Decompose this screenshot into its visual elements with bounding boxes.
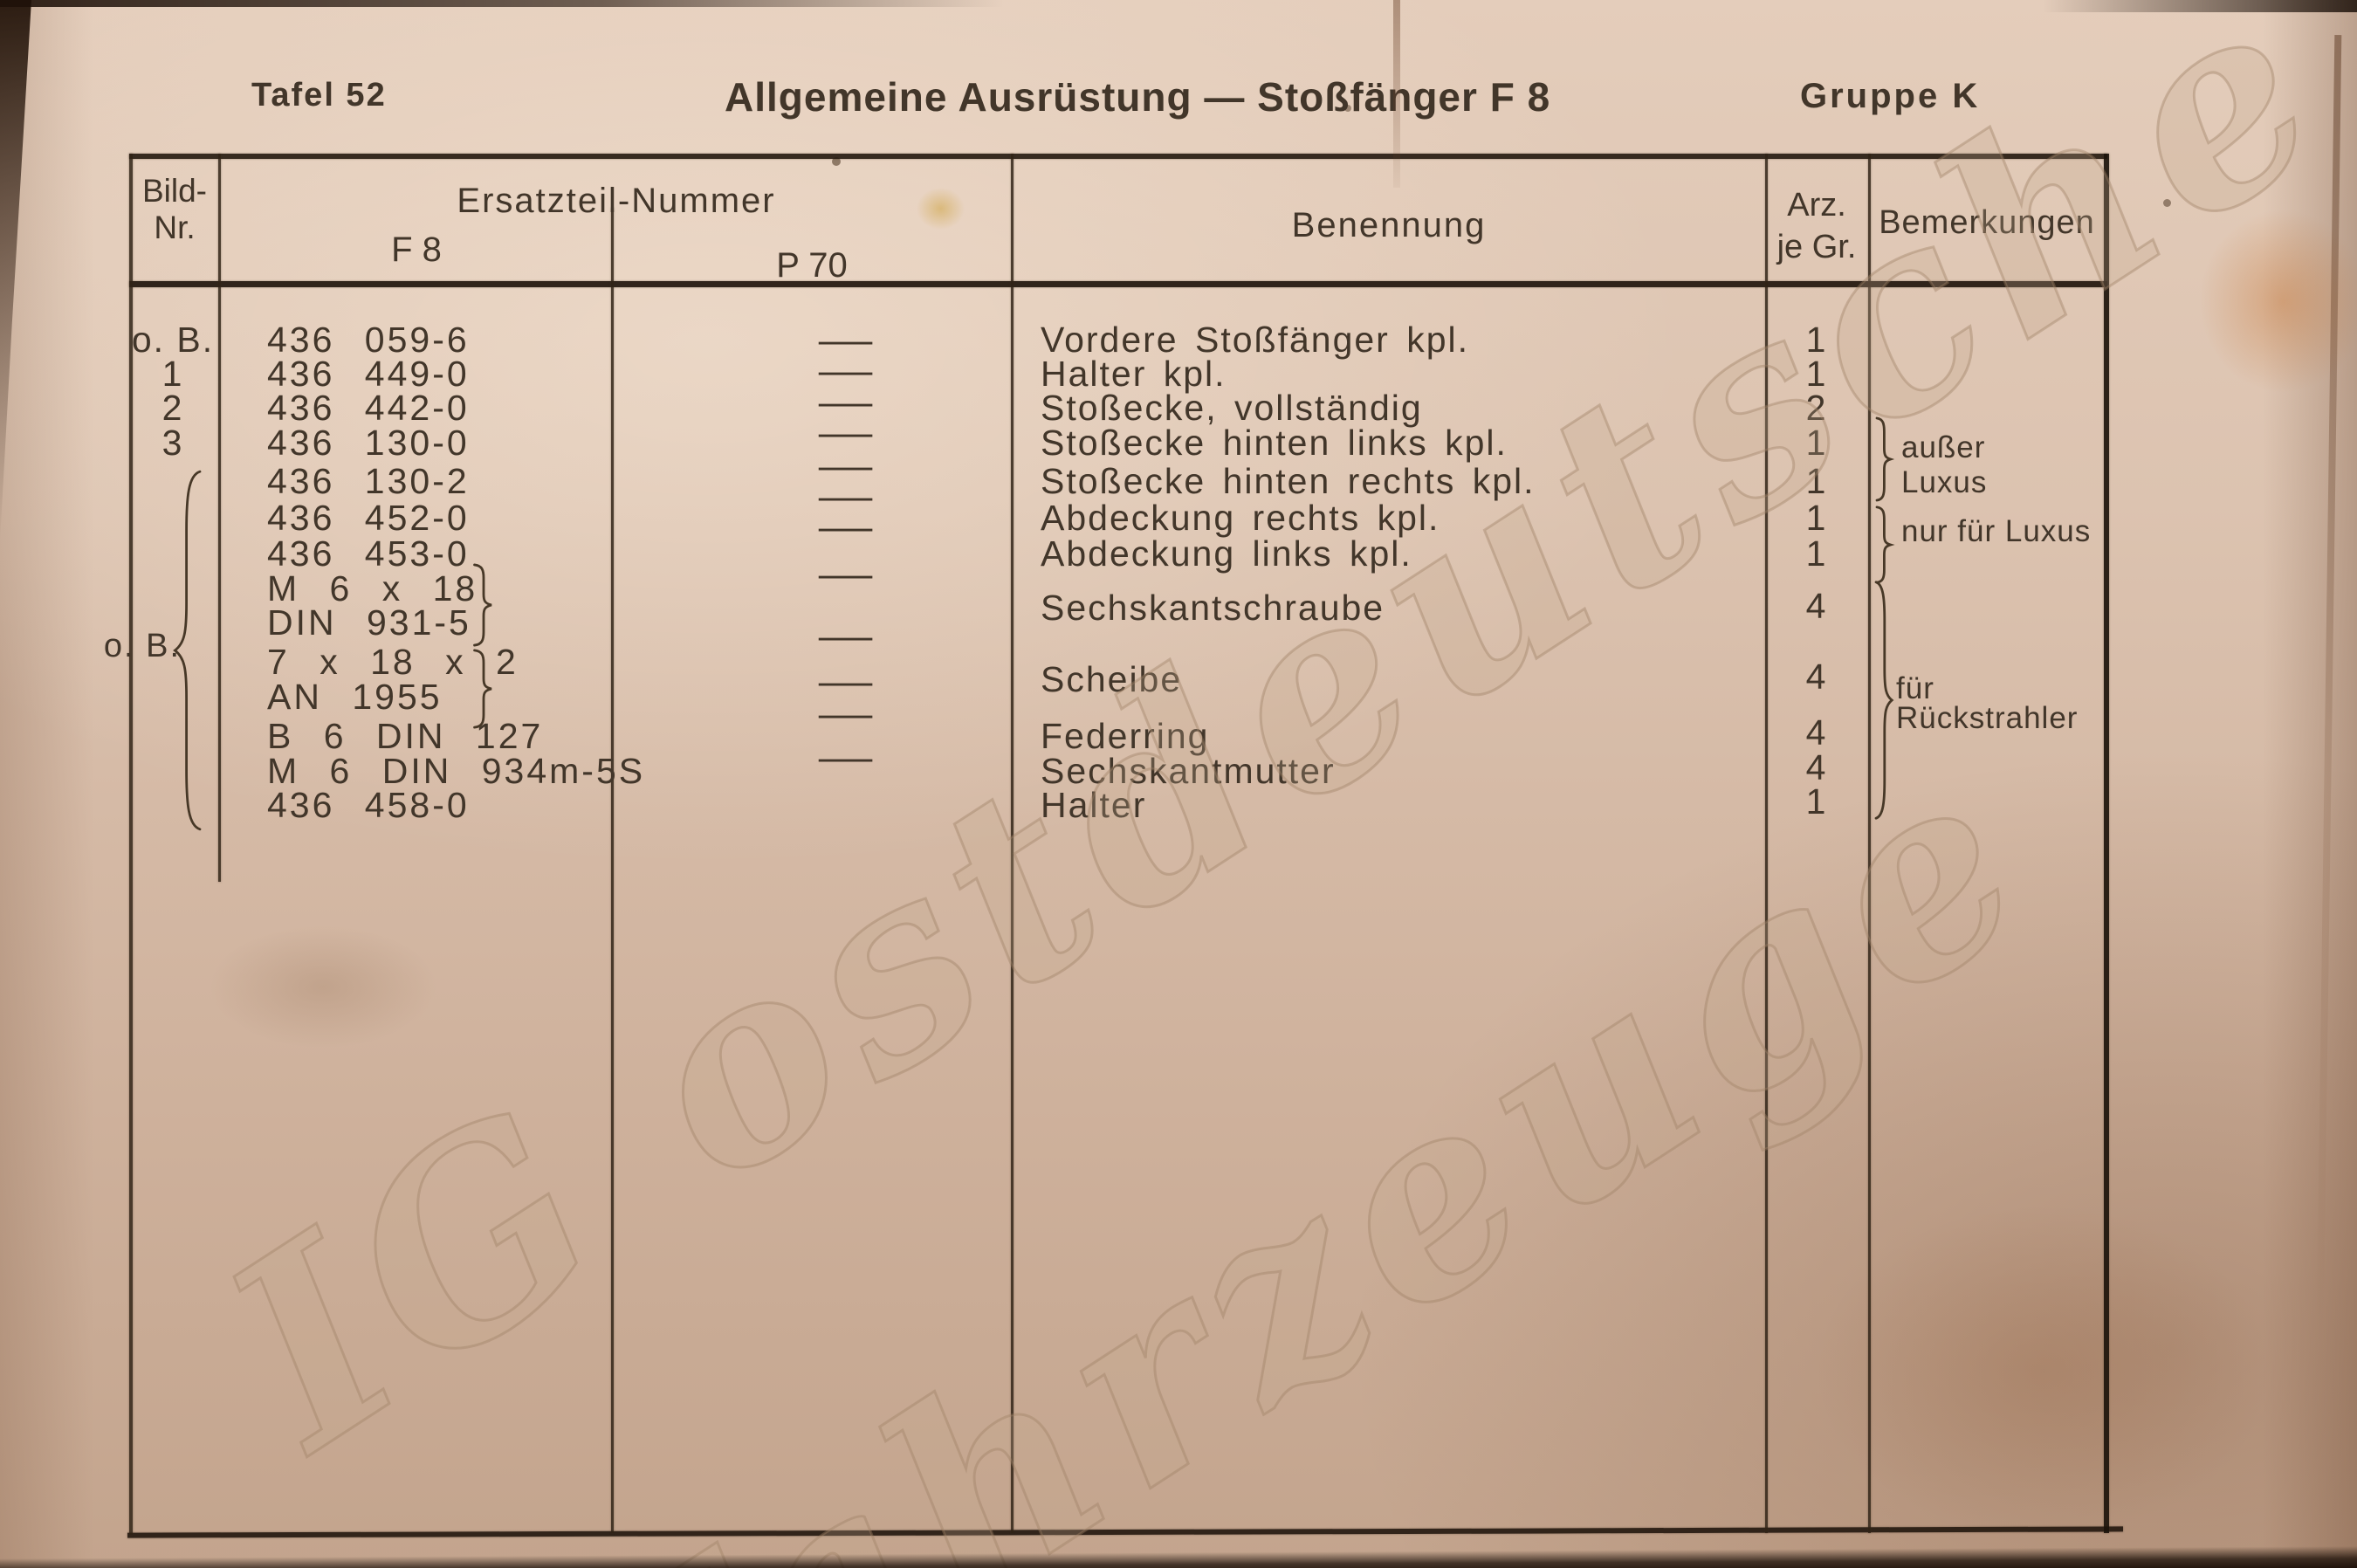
quantity: 1 [1805,781,1828,822]
quantity: 4 [1805,747,1828,787]
part-number: 436 452-0 [267,498,470,538]
watermark-text: Fahrzeuge [517,696,2085,1568]
bild-nr: 2 [161,388,184,428]
paper-crease-right [2316,35,2342,1327]
part-description: Vordere Stoßfänger kpl. [1041,320,1470,360]
part-number: 436 453-0 [267,533,470,574]
table-border-bottom [127,1526,2124,1538]
paper-speck [2163,199,2171,207]
brace-ohne-bild-group [171,468,210,833]
part-number: 436 130-0 [267,423,470,463]
part-description: Stoßecke hinten rechts kpl. [1041,461,1536,501]
quantity: 1 [1805,354,1828,394]
quantity: 1 [1805,461,1828,501]
bild-nr-group-label: o. B. [103,628,182,664]
column-header-arz: Arz. [1787,187,1846,224]
part-description: Abdeckung rechts kpl. [1041,498,1440,538]
p70-dash: — [818,615,876,657]
bild-nr: o. B. [131,320,215,360]
plate-number: Tafel 52 [251,77,387,113]
quantity: 2 [1805,388,1828,428]
p70-dash: — [818,319,876,361]
scan-edge-top-right [2043,0,2357,12]
table-border-left [129,154,133,1535]
part-number: B 6 DIN 127 [267,716,544,756]
p70-dash: — [818,411,876,454]
part-number: 436 130-2 [267,461,470,501]
remark: für [1896,671,1934,705]
column-line-benennung-arz [1765,154,1768,1533]
part-description: Federring [1041,716,1210,756]
part-number: M 6 DIN 934m-5S [267,751,646,791]
brace-fuer-rueckstrahler [1870,580,1894,821]
part-description: Halter kpl. [1041,354,1227,394]
column-header-ersatzteil-nummer: Ersatzteil-Nummer [457,182,776,220]
remark: Luxus [1901,465,1988,499]
quantity: 4 [1805,657,1828,697]
column-line-f8-p70 [611,208,614,1533]
p70-dash: — [818,660,876,703]
quantity: 1 [1805,533,1828,574]
column-line-p70-benennung [1011,154,1014,1533]
part-number: 436 458-0 [267,785,470,825]
table-border-right [2104,154,2109,1533]
column-header-bemerkungen: Bemerkungen [1879,204,2095,241]
column-header-p70: P 70 [776,246,848,285]
p70-dash: — [818,444,876,487]
quantity: 4 [1805,586,1828,626]
bild-nr: 1 [161,354,184,394]
bild-nr: 3 [161,423,184,463]
column-header-je-gr: je Gr. [1776,229,1857,265]
p70-dash: — [818,736,876,779]
column-header-bild: Bild- [141,173,208,209]
part-number: M 6 x 18 [267,568,478,609]
part-number: DIN 931-5 [267,602,471,643]
table-border-top [129,154,2107,159]
page-title: Allgemeine Ausrüstung — Stoßfänger F 8 [725,74,1551,120]
quantity: 1 [1805,423,1828,463]
part-description: Halter [1041,785,1147,825]
part-number: 436 442-0 [267,388,470,428]
quantity: 1 [1805,320,1828,360]
p70-dash: — [818,505,876,548]
part-description: Abdeckung links kpl. [1041,533,1412,574]
brace-nur-fuer-luxus [1872,506,1893,583]
group-label: Gruppe K [1800,77,1981,115]
part-description: Scheibe [1041,659,1183,699]
column-line-arz-bemerkungen [1868,154,1871,1533]
p70-dash: — [818,381,876,423]
remark: außer [1901,430,1986,464]
p70-dash: — [818,553,876,595]
paper-stain [2200,210,2357,393]
scan-edge-top [0,0,1004,7]
p70-dash: — [818,692,876,735]
column-header-bild-nr: Nr. [154,210,196,245]
p70-dash: — [818,475,876,518]
part-number: AN 1955 [267,677,443,717]
brace-ausser-luxus [1872,417,1893,501]
p70-dash: — [818,349,876,392]
paper-stain [210,925,436,1048]
part-description: Stoßecke, vollständig [1041,388,1423,428]
remark: Rückstrahler [1896,701,2079,735]
quantity: 1 [1805,498,1828,538]
part-description: Stoßecke hinten links kpl. [1041,423,1508,463]
column-header-benennung: Benennung [1291,206,1487,244]
paper-stain [1816,1205,2270,1537]
part-description: Sechskantmutter [1041,751,1336,791]
brace-sechskantschraube-group [468,564,494,646]
column-header-f8: F 8 [391,230,442,269]
remark: nur für Luxus [1901,514,2092,548]
part-number: 436 449-0 [267,354,470,394]
table-header-separator [129,281,2107,287]
part-description: Sechskantschraube [1041,588,1385,628]
quantity: 4 [1805,712,1828,753]
brace-scheibe-group [468,650,494,728]
scan-edge-bottom [0,1545,2357,1568]
part-number: 7 x 18 x 2 [267,642,519,682]
scan-edge-left [0,0,31,541]
part-number: 436 059-6 [267,320,470,360]
column-line-bild [218,154,221,882]
